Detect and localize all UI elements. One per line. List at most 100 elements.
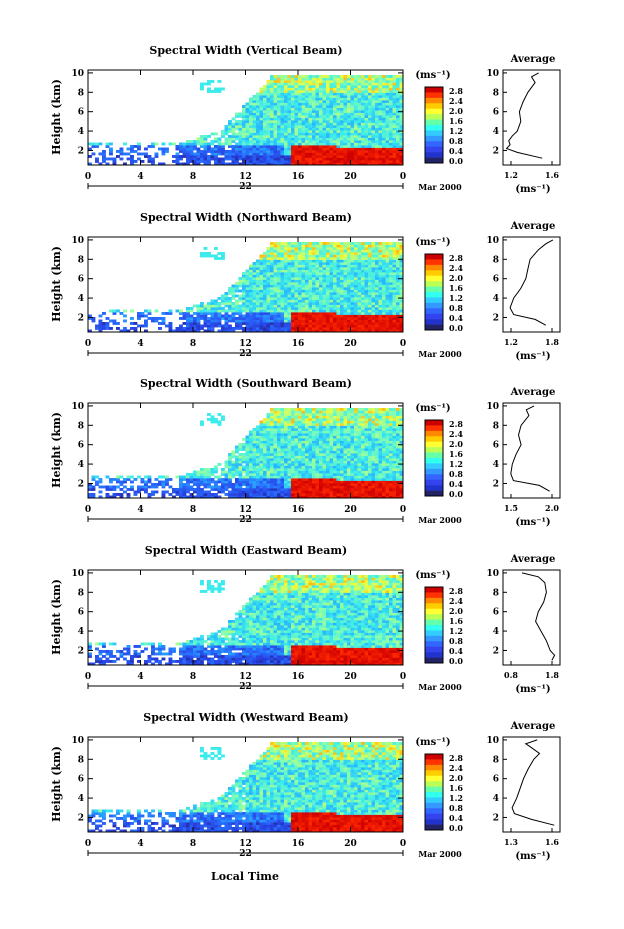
heatmap-cell xyxy=(249,125,253,128)
heatmap-cell xyxy=(228,289,232,293)
heatmap-cell xyxy=(287,488,292,491)
heatmap-cell xyxy=(361,120,365,123)
heatmap-cell xyxy=(224,312,229,315)
heatmap-cell xyxy=(326,137,330,141)
heatmap-cell xyxy=(256,95,260,98)
heatmap-cell xyxy=(298,264,302,268)
heatmap-cell xyxy=(284,420,288,424)
heatmap-cell xyxy=(322,272,327,275)
heatmap-cell xyxy=(231,117,236,121)
heatmap-cell xyxy=(270,125,274,128)
heatmap-cell xyxy=(375,242,379,245)
heatmap-cell xyxy=(214,152,218,156)
heatmap-cell xyxy=(266,309,271,313)
heatmap-cell xyxy=(382,322,386,325)
heatmap-cell xyxy=(350,297,355,300)
heatmap-cell xyxy=(340,107,344,111)
heatmap-cell xyxy=(249,289,253,293)
heatmap-cell xyxy=(270,160,274,163)
heatmap-cell xyxy=(259,297,264,300)
heatmap-cell xyxy=(396,282,400,285)
heatmap-cell xyxy=(263,297,267,300)
heatmap-cell xyxy=(273,299,278,303)
heatmap-cell xyxy=(161,483,166,486)
heatmap-cell xyxy=(245,473,250,476)
heatmap-cell xyxy=(396,317,400,320)
heatmap-cell xyxy=(109,157,113,161)
heatmap-cell xyxy=(168,322,173,325)
heatmap-cell xyxy=(364,155,369,158)
heatmap-cell xyxy=(301,478,306,481)
heatmap-cell xyxy=(368,247,372,250)
heatmap-cell xyxy=(291,145,295,148)
heatmap-cell xyxy=(357,147,362,151)
heatmap-cell xyxy=(287,455,292,459)
heatmap-cell xyxy=(298,135,302,138)
heatmap-cell xyxy=(287,413,292,416)
heatmap-cell xyxy=(305,455,309,459)
heatmap-cell xyxy=(298,269,302,273)
heatmap-cell xyxy=(231,483,236,486)
heatmap-cell xyxy=(287,468,292,471)
heatmap-cell xyxy=(287,82,292,86)
heatmap-cell xyxy=(228,152,232,156)
heatmap-cell xyxy=(270,257,274,260)
heatmap-cell xyxy=(389,117,393,121)
heatmap-cell xyxy=(175,147,180,151)
heatmap-cell xyxy=(165,312,169,315)
heatmap-cell xyxy=(301,120,306,123)
heatmap-cell xyxy=(95,157,99,161)
heatmap-cell xyxy=(287,137,292,141)
heatmap-cell xyxy=(326,77,330,81)
heatmap-cell xyxy=(277,408,281,411)
heatmap-cell xyxy=(319,257,323,260)
heatmap-cell xyxy=(291,117,295,121)
heatmap-cell xyxy=(354,262,358,265)
heatmap-cell xyxy=(308,269,313,273)
heatmap-cell xyxy=(263,267,267,270)
heatmap-cell xyxy=(252,322,257,325)
heatmap-cell xyxy=(214,162,218,166)
heatmap-cell xyxy=(378,95,383,98)
heatmap-cell xyxy=(305,77,309,81)
heatmap-cell xyxy=(361,284,365,288)
heatmap-cell xyxy=(308,289,313,293)
heatmap-cell xyxy=(368,137,372,141)
heatmap-cell xyxy=(266,287,271,290)
heatmap-cell xyxy=(270,463,274,466)
heatmap-cell xyxy=(322,127,327,131)
heatmap-cell xyxy=(301,115,306,118)
heatmap-cell xyxy=(305,420,309,424)
heatmap-cell xyxy=(322,132,327,136)
heatmap-cell xyxy=(245,493,250,496)
heatmap-cell xyxy=(350,127,355,131)
heatmap-cell xyxy=(392,87,397,91)
heatmap-cell xyxy=(291,480,295,484)
heatmap-cell xyxy=(270,242,274,245)
heatmap-cell xyxy=(266,132,271,136)
heatmap-cell xyxy=(98,322,103,325)
heatmap-cell xyxy=(364,127,369,131)
heatmap-cell xyxy=(182,478,187,481)
heatmap-cell xyxy=(301,157,306,161)
heatmap-cell xyxy=(231,493,236,496)
heatmap-cell xyxy=(301,267,306,270)
heatmap-cell xyxy=(266,257,271,260)
heatmap-cell xyxy=(291,463,295,466)
heatmap-cell xyxy=(350,125,355,128)
heatmap-cell xyxy=(343,82,348,86)
heatmap-cell xyxy=(301,292,306,295)
heatmap-cell xyxy=(319,294,323,298)
heatmap-cell xyxy=(301,312,306,315)
heatmap-cell xyxy=(375,150,379,153)
heatmap-cell xyxy=(375,257,379,260)
date-label: Mar 2000 xyxy=(418,349,462,359)
colorbar-tick-label: 0.4 xyxy=(449,313,463,323)
heatmap-cell xyxy=(249,269,253,273)
heatmap-cell xyxy=(315,257,320,260)
heatmap-cell xyxy=(249,267,253,270)
heatmap-cell xyxy=(137,488,141,491)
heatmap-cell xyxy=(392,157,397,161)
heatmap-cell xyxy=(266,259,271,263)
heatmap-cell xyxy=(263,420,267,424)
